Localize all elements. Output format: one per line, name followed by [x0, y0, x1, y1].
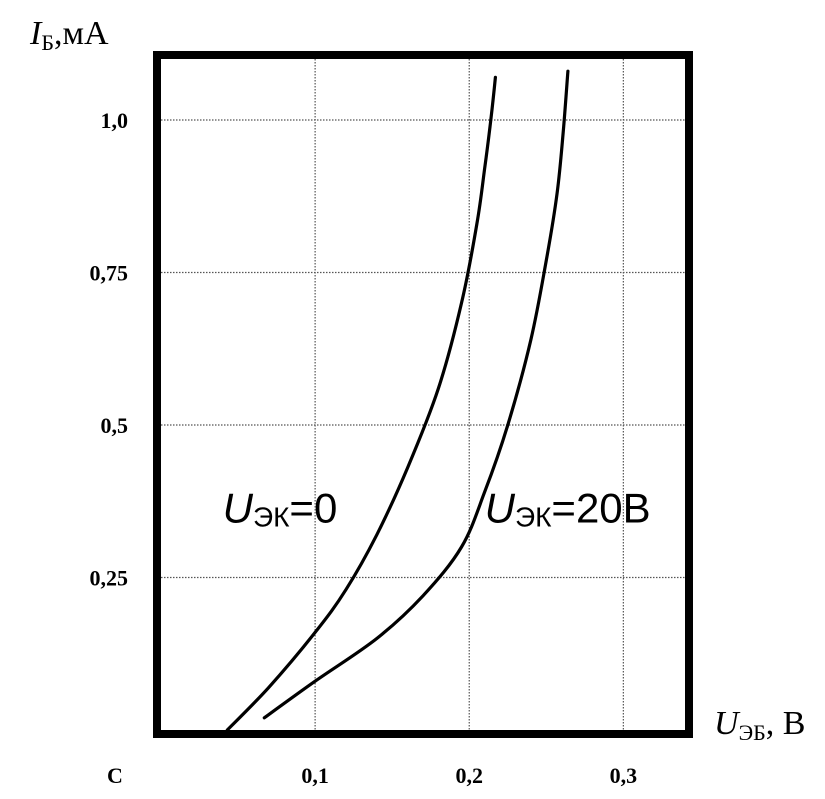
x-axis-title: UЭБ, В [714, 705, 805, 745]
y-tick-label: 0,25 [90, 566, 129, 591]
x-tick-label: 0,1 [301, 763, 329, 788]
series-line [262, 69, 570, 720]
x-tick-label: 0,3 [610, 763, 638, 788]
series-label: UЭК=20В [485, 485, 651, 533]
curves [225, 69, 570, 732]
series-line [225, 75, 497, 732]
y-tick-label: 0,5 [101, 413, 129, 438]
y-axis-title: IБ,мА [29, 15, 109, 55]
plot-frame [153, 51, 693, 738]
series-label: UЭК=0 [223, 485, 338, 533]
y-tick-label: 1,0 [101, 108, 129, 133]
series-labels: UЭК=0 UЭК=20В [223, 485, 651, 533]
grid [161, 59, 685, 730]
x-tick-label: С [107, 763, 123, 788]
y-tick-label: 0,75 [90, 261, 129, 286]
x-tick-label: 0,2 [455, 763, 483, 788]
tick-labels: С 0,1 0,2 0,3 0,25 0,5 0,75 1,0 [90, 108, 638, 788]
